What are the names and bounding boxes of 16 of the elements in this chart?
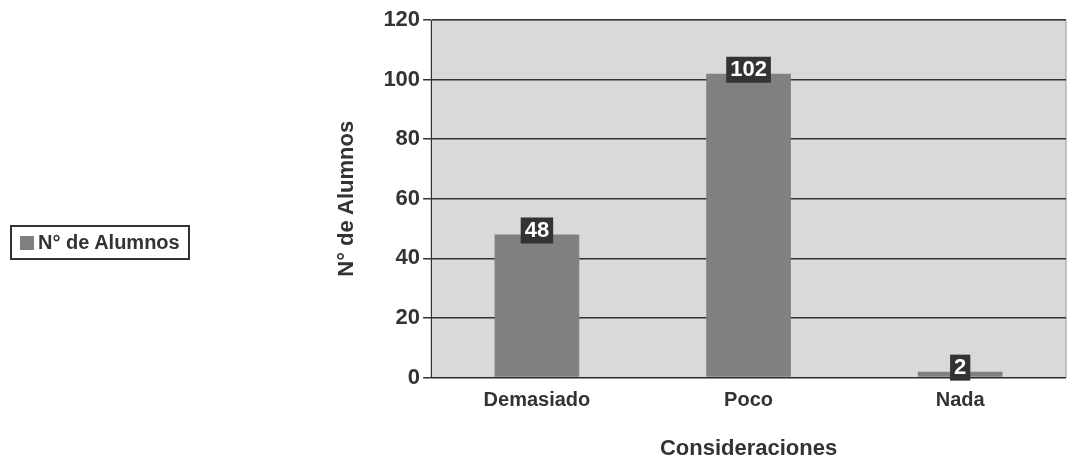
- y-tick-label: 40: [395, 244, 421, 270]
- y-tick-label: 120: [383, 6, 421, 32]
- y-tick-label: 60: [395, 184, 421, 210]
- data-label: 2: [954, 353, 967, 379]
- y-tick-label: 0: [407, 363, 421, 389]
- y-axis-title: N° de Alumnos: [333, 120, 359, 277]
- x-axis-title: Consideraciones: [659, 434, 838, 460]
- x-tick-label: Demasiado: [483, 388, 591, 411]
- legend-label: N° de Alumnos: [38, 231, 180, 254]
- data-label: 48: [524, 216, 550, 242]
- y-tick-label: 80: [395, 125, 421, 151]
- x-tick-label: Poco: [724, 388, 774, 411]
- data-label: 102: [730, 55, 767, 81]
- y-tick-label: 100: [383, 65, 421, 91]
- x-tick-label: Nada: [935, 388, 986, 411]
- y-tick-label: 20: [395, 304, 421, 330]
